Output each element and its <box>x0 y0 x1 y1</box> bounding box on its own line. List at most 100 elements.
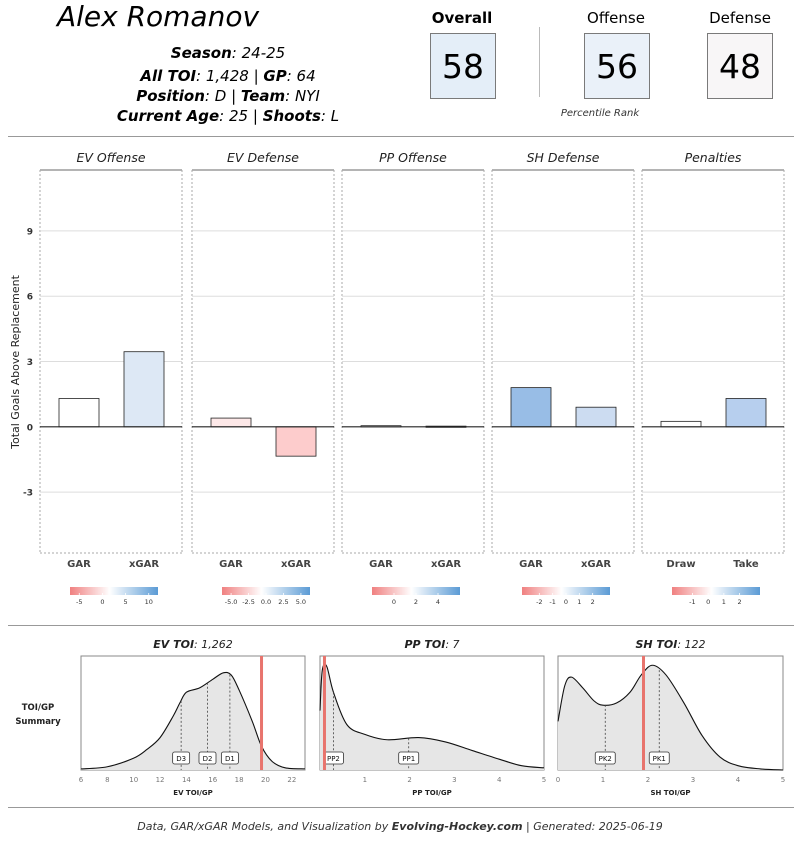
toi-panel-title: EV TOI: 1,262 <box>153 638 233 651</box>
density-area <box>320 664 544 770</box>
middle-divider <box>8 625 794 626</box>
legend-tick-label: 2 <box>591 598 595 606</box>
legend-tick-label: 5.0 <box>296 598 306 606</box>
legend-tick-label: 1 <box>577 598 581 606</box>
x-tick-label: 18 <box>235 776 244 784</box>
category-label: GAR <box>219 559 243 570</box>
offense-label: Offense <box>587 9 645 27</box>
line-marker-badge <box>398 751 420 765</box>
x-tick-label: 2 <box>407 776 411 784</box>
percentile-caption: Percentile Rank <box>560 108 640 119</box>
toi-panel-sh-toi: SH TOI: 122 PK2 PK1 0 1 2 3 4 5 SH TOI/GP <box>556 638 785 797</box>
legend-tick-label: -2.5 <box>242 598 255 606</box>
toi-title-value: 122 <box>685 638 706 651</box>
color-legend-bar <box>222 587 310 595</box>
gar-panel-pp-offense: PP Offense GAR xGAR 0 2 4 <box>341 150 485 606</box>
color-legend-bar <box>70 587 158 595</box>
x-axis-label: PP TOI/GP <box>412 789 451 797</box>
bar-xgar <box>575 406 617 428</box>
color-legend-bar <box>372 587 460 595</box>
position-line: Position: D | Team: NYI <box>136 87 320 105</box>
category-label: GAR <box>67 559 91 570</box>
gar-panel-penalties: Penalties Draw Take -1 0 1 2 <box>641 150 785 606</box>
x-tick-label: 22 <box>287 776 296 784</box>
x-tick-label: 12 <box>156 776 165 784</box>
y-tick-label: -3 <box>23 489 33 499</box>
age-line: Current Age: 25 | Shoots: L <box>116 107 340 125</box>
density-area <box>558 665 783 770</box>
toi-title-value: 7 <box>453 638 460 651</box>
toi-side-label: TOI/GP <box>22 703 55 713</box>
x-axis-label: SH TOI/GP <box>650 789 690 797</box>
category-label: xGAR <box>129 559 159 570</box>
line-marker-label: PP2 <box>327 755 340 763</box>
season-line: Season: 24-25 <box>170 44 286 62</box>
toi-line: All TOI: 1,428 | GP: 64 <box>140 67 316 85</box>
color-legend-bar <box>522 587 610 595</box>
x-axis-label: EV TOI/GP <box>173 789 212 797</box>
legend-tick-label: -1 <box>549 598 555 606</box>
x-tick-label: 4 <box>497 776 502 784</box>
line-marker-label: D1 <box>225 755 235 763</box>
x-tick-label: 16 <box>208 776 217 784</box>
line-marker-label: D3 <box>176 755 186 763</box>
offense-score: 56 <box>584 33 650 99</box>
line-marker-badge <box>172 751 191 765</box>
x-tick-label: 4 <box>736 776 741 784</box>
footer: Data, GAR/xGAR Models, and Visualization… <box>137 820 663 833</box>
line-marker-label: D2 <box>203 755 213 763</box>
y-tick-label: 3 <box>27 358 33 368</box>
x-tick-label: 1 <box>601 776 605 784</box>
panel-title: EV Defense <box>227 150 299 165</box>
bar-gar <box>210 417 252 428</box>
defense-score: 48 <box>707 33 773 99</box>
category-label: Draw <box>666 559 695 570</box>
y-axis-label: Total Goals Above Replacement <box>9 274 22 449</box>
legend-tick-label: 2 <box>738 598 742 606</box>
x-tick-label: 3 <box>691 776 695 784</box>
gar-panel-sh-defense: SH Defense GAR xGAR -2 -1 0 1 2 <box>491 150 635 606</box>
legend-tick-label: -5.0 <box>225 598 238 606</box>
line-marker-label: PK1 <box>653 755 666 763</box>
overall-label: Overall <box>431 9 493 27</box>
density-curve <box>319 663 545 769</box>
toi-panel-title: SH TOI: 122 <box>635 638 705 651</box>
gar-panel-ev-defense: EV Defense GAR xGAR -5.0 -2.5 0.0 2.5 5.0 <box>191 150 335 606</box>
panel-title: SH Defense <box>527 150 600 165</box>
line-marker-label: PK2 <box>599 755 612 763</box>
bar-xgar <box>275 426 317 457</box>
legend-tick-label: 10 <box>145 598 153 606</box>
legend-tick-label: 2 <box>414 598 418 606</box>
color-legend-bar <box>672 587 760 595</box>
toi-panel-title: PP TOI: 7 <box>404 638 459 651</box>
line-marker-badge <box>594 751 616 765</box>
footer-divider <box>8 807 794 808</box>
legend-tick-label: 0 <box>392 598 396 606</box>
line-marker-badge <box>198 751 217 765</box>
x-tick-label: 6 <box>79 776 84 784</box>
bar-gar <box>58 398 100 428</box>
x-tick-label: 8 <box>105 776 109 784</box>
legend-tick-label: 0 <box>100 598 104 606</box>
x-tick-label: 10 <box>129 776 138 784</box>
density-area <box>81 672 305 770</box>
player-name: Alex Romanov <box>56 0 260 33</box>
category-label: GAR <box>369 559 393 570</box>
bar-draw <box>660 420 702 428</box>
legend-tick-label: 1 <box>722 598 726 606</box>
x-tick-label: 1 <box>363 776 367 784</box>
toi-title-label: PP TOI <box>404 638 445 651</box>
toi-title-value: 1,262 <box>201 638 233 651</box>
toi-title-label: EV TOI <box>153 638 194 651</box>
category-label: xGAR <box>581 559 611 570</box>
line-marker-badge <box>220 751 239 765</box>
line-marker-badge <box>648 751 670 765</box>
legend-tick-label: 4 <box>436 598 440 606</box>
bar-xgar <box>123 351 165 428</box>
x-tick-label: 14 <box>182 776 191 784</box>
y-tick-label: 0 <box>27 423 33 433</box>
toi-panel-ev-toi: EV TOI: 1,262 D3 D2 D1 6 8 10 12 14 16 18 20 22 EV TO… <box>79 638 306 797</box>
legend-tick-label: 0.0 <box>261 598 271 606</box>
panel-title: EV Offense <box>76 150 145 165</box>
